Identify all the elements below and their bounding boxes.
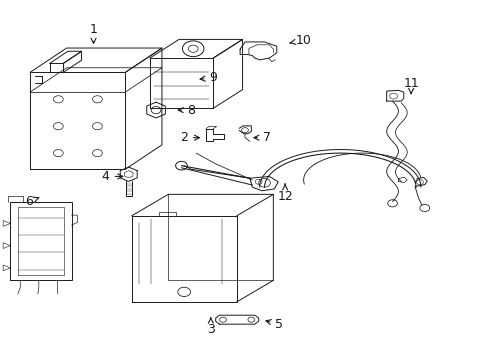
Text: 8: 8: [178, 104, 195, 117]
Text: 12: 12: [277, 184, 293, 203]
Text: 7: 7: [254, 131, 271, 144]
Text: 3: 3: [207, 318, 215, 336]
Text: 1: 1: [90, 23, 98, 43]
Text: 9: 9: [200, 71, 217, 84]
Text: 6: 6: [25, 195, 39, 208]
Text: 10: 10: [290, 33, 312, 47]
Text: 2: 2: [180, 131, 199, 144]
Text: 4: 4: [102, 170, 122, 183]
Text: 5: 5: [266, 318, 283, 331]
Text: 11: 11: [403, 77, 419, 94]
